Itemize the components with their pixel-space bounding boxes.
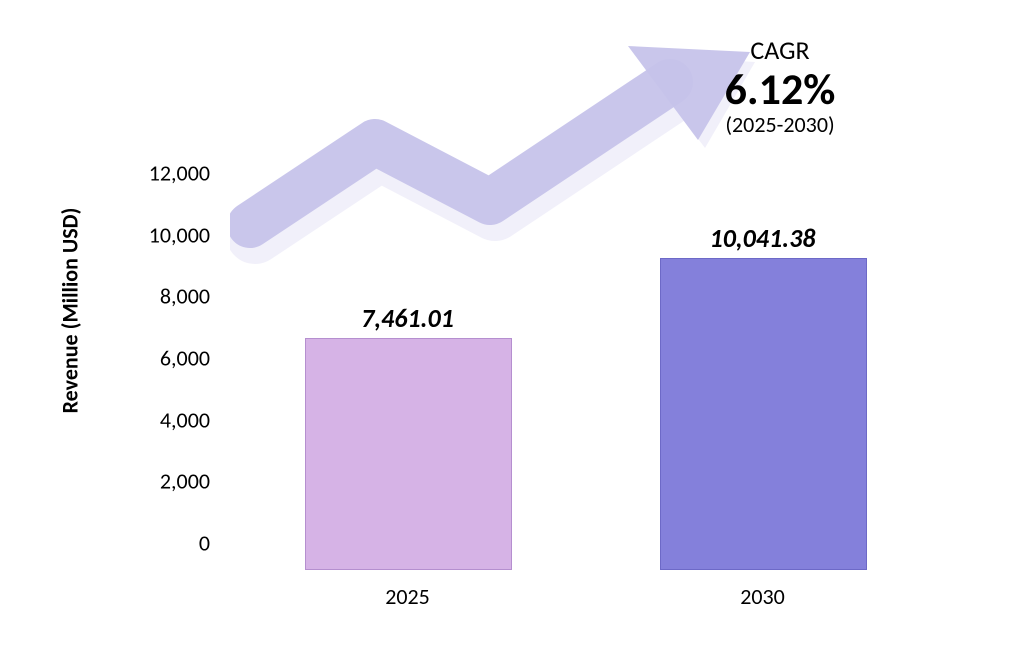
cagr-summary: CAGR 6.12% (2025-2030)	[670, 36, 890, 137]
y-tick-label: 8,000	[160, 283, 220, 310]
x-axis-label: 2030	[633, 583, 893, 610]
y-tick-label: 6,000	[160, 345, 220, 372]
plot-area	[230, 200, 940, 570]
y-axis-title-text: Revenue (Million USD)	[57, 207, 84, 413]
y-tick-label: 4,000	[160, 406, 220, 433]
y-tick-label: 12,000	[149, 160, 220, 187]
cagr-value: 6.12%	[670, 65, 890, 113]
bar-value-label: 10,041.38	[633, 222, 893, 254]
y-axis-ticks: 02,0004,0006,0008,00010,00012,000	[100, 200, 220, 570]
revenue-bar-chart: Revenue (Million USD) 02,0004,0006,0008,…	[80, 30, 960, 650]
bar-2030	[660, 258, 868, 570]
y-tick-label: 0	[199, 530, 220, 557]
x-axis-label: 2025	[278, 583, 538, 610]
y-tick-label: 10,000	[149, 221, 220, 248]
y-axis-title: Revenue (Million USD)	[50, 30, 90, 590]
cagr-range: (2025-2030)	[670, 113, 890, 137]
bar-value-label: 7,461.01	[278, 302, 538, 334]
y-tick-label: 2,000	[160, 468, 220, 495]
cagr-title: CAGR	[670, 36, 890, 65]
bar-2025	[305, 338, 513, 570]
